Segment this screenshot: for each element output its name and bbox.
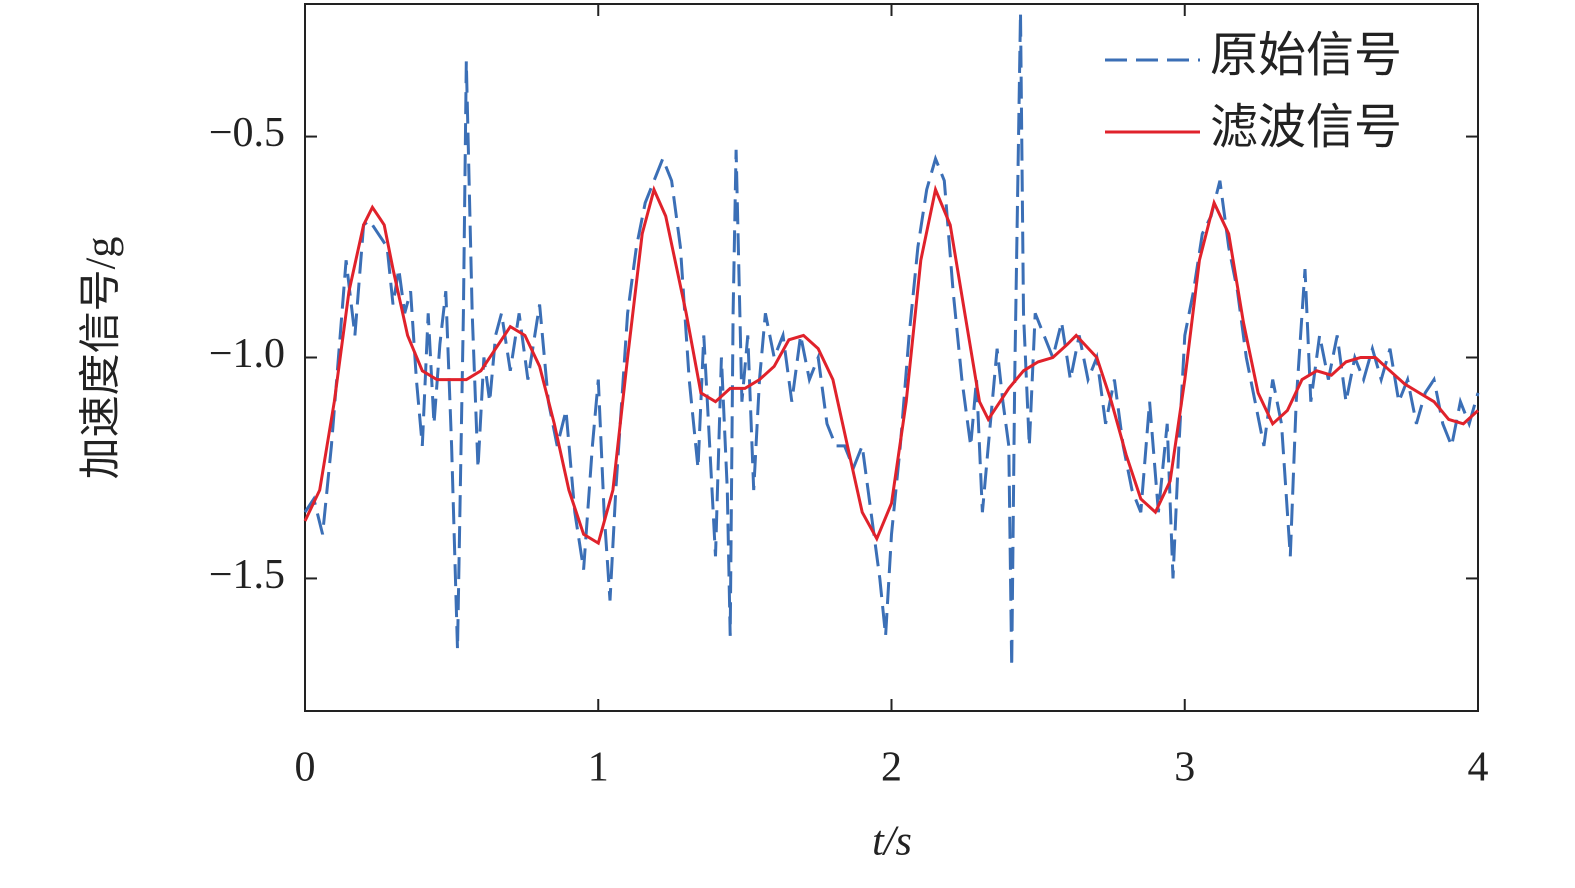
legend-label: 原始信号 bbox=[1210, 29, 1402, 82]
x-tick-label: 4 bbox=[1468, 745, 1489, 791]
x-tick-label: 0 bbox=[295, 745, 316, 791]
data-line bbox=[303, 12, 1480, 667]
y-tick-label: −1.5 bbox=[209, 552, 285, 598]
x-tick-label: 1 bbox=[588, 745, 609, 791]
y-tick-label: −1.0 bbox=[209, 331, 285, 377]
y-axis-label: 加速度信号/g bbox=[79, 237, 125, 480]
x-axis-label: t/s bbox=[872, 819, 912, 865]
x-tick-label: 2 bbox=[881, 745, 902, 791]
x-tick-label: 3 bbox=[1174, 745, 1195, 791]
legend-label: 滤波信号 bbox=[1210, 101, 1402, 154]
y-tick-label: −0.5 bbox=[209, 110, 285, 156]
data-line bbox=[303, 184, 1480, 546]
